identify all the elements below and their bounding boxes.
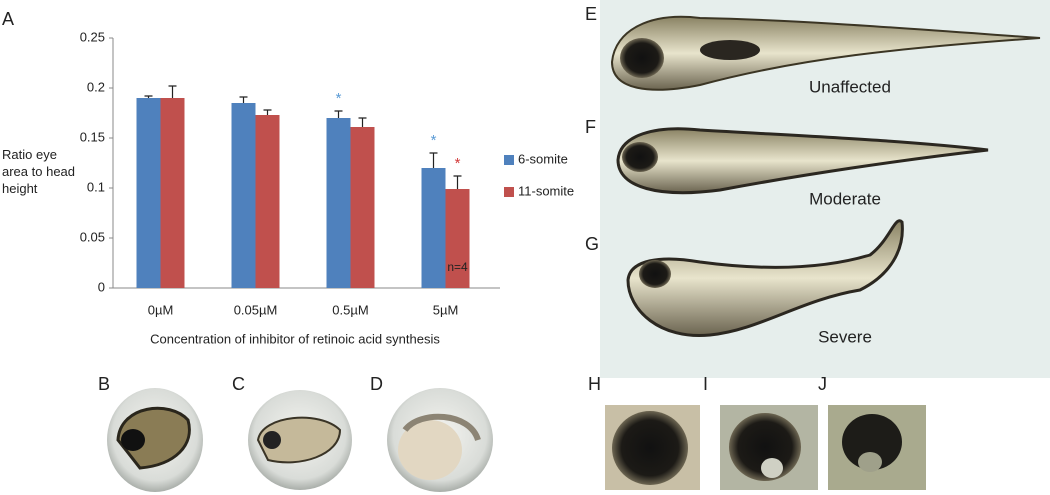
x-tick-label: 0.5µM (332, 302, 368, 317)
significance-marker: * (336, 90, 342, 107)
bar (350, 127, 375, 288)
error-bar (429, 152, 438, 168)
larva-photo (616, 127, 989, 195)
significance-marker: * (455, 155, 461, 172)
error-bar (144, 95, 153, 98)
bar (421, 168, 446, 288)
bar (255, 115, 280, 288)
eye-photo (720, 405, 818, 490)
bar (326, 118, 351, 288)
panel-label: F (585, 117, 596, 137)
eye-photo (828, 405, 926, 490)
panel-label: C (232, 374, 245, 394)
error-bar (453, 175, 462, 189)
legend-label: 6-somite (518, 151, 568, 166)
legend-swatch (504, 155, 514, 165)
error-bar (358, 117, 367, 127)
x-tick-label: 0µM (148, 302, 174, 317)
y-tick-label: 0.2 (87, 79, 105, 94)
error-bar (239, 96, 248, 103)
x-axis-title: Concentration of inhibitor of retinoic a… (150, 331, 440, 346)
panel-label: A (2, 9, 14, 29)
error-bar (334, 110, 343, 118)
y-tick-label: 0 (98, 279, 105, 294)
panel-label: H (588, 374, 601, 394)
x-tick-label: 0.05µM (234, 302, 278, 317)
panel-caption: Unaffected (809, 77, 891, 96)
bar (445, 189, 470, 288)
error-bar (168, 85, 177, 98)
panel-label: D (370, 374, 383, 394)
bar (160, 98, 185, 288)
y-tick-label: 0.15 (80, 129, 105, 144)
panel-label: B (98, 374, 110, 394)
embryo-photo (387, 388, 493, 492)
panel-label: G (585, 234, 599, 254)
sample-size: n=4 (447, 260, 468, 274)
panel-label: I (703, 374, 708, 394)
eye-photo (605, 405, 700, 490)
x-tick-label: 5µM (433, 302, 459, 317)
embryo-photo (107, 388, 203, 492)
error-bar (263, 109, 272, 115)
panel-caption: Moderate (809, 189, 881, 208)
panel-caption: Severe (818, 327, 872, 346)
panel-label: J (818, 374, 827, 394)
y-axis-title: Ratio eye area to head height (2, 147, 76, 196)
larva-photo (610, 15, 1041, 91)
panel-label: E (585, 4, 597, 24)
legend-swatch (504, 187, 514, 197)
legend-label: 11-somite (518, 183, 574, 198)
y-tick-label: 0.25 (80, 29, 105, 44)
significance-marker: * (431, 132, 437, 149)
y-tick-label: 0.1 (87, 179, 105, 194)
larva-photo (626, 219, 904, 338)
y-tick-label: 0.05 (80, 229, 105, 244)
bar (231, 103, 256, 288)
bar (136, 98, 161, 288)
embryo-photo (248, 390, 352, 490)
